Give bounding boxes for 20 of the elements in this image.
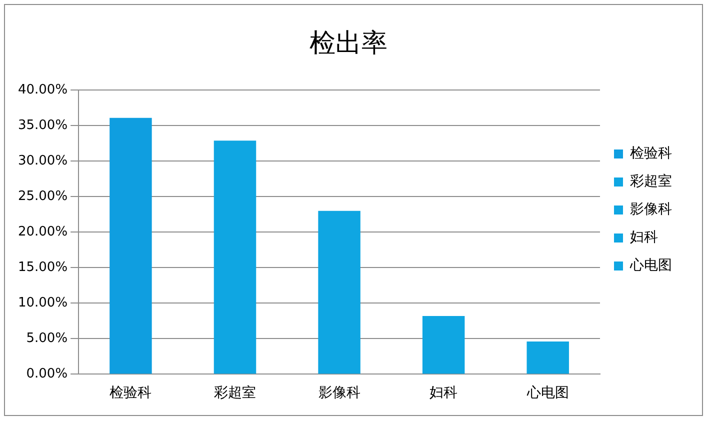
legend-label: 彩超室 <box>630 174 672 190</box>
y-tick-label: 10.00% <box>18 296 68 311</box>
y-tick-label: 20.00% <box>18 224 68 240</box>
chart-title: 检出率 <box>310 28 388 58</box>
y-tick-label: 35.00% <box>18 118 68 134</box>
y-tick-label: 0.00% <box>26 366 68 382</box>
legend-label: 心电图 <box>629 258 672 274</box>
legend-label: 妇科 <box>630 230 658 246</box>
x-tick-label: 影像科 <box>318 385 360 402</box>
x-tick-label: 心电图 <box>526 385 569 402</box>
y-tick-label: 15.00% <box>18 260 68 276</box>
x-tick-label: 妇科 <box>430 385 458 402</box>
x-tick-label: 检验科 <box>110 385 152 402</box>
legend-label: 检验科 <box>630 146 672 162</box>
y-tick-label: 30.00% <box>18 154 68 169</box>
legend-label: 影像科 <box>630 202 672 218</box>
y-tick-label: 25.00% <box>18 189 68 204</box>
y-tick-label: 5.00% <box>26 331 68 346</box>
x-tick-label: 彩超室 <box>214 385 256 402</box>
y-tick-label: 40.00% <box>18 82 68 98</box>
